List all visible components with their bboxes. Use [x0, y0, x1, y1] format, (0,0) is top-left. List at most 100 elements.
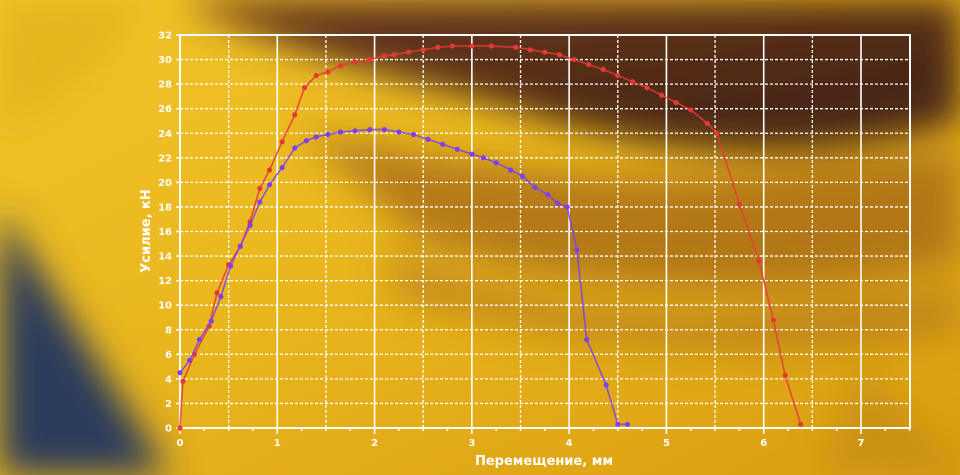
data-point — [714, 130, 720, 136]
data-point — [292, 145, 298, 151]
data-point — [454, 146, 460, 152]
data-point — [615, 421, 621, 427]
data-point — [196, 336, 203, 343]
data-point — [279, 165, 285, 171]
data-point — [574, 247, 580, 253]
x-tick-label: 1 — [274, 438, 281, 449]
data-point — [624, 421, 631, 427]
y-tick-label: 24 — [158, 129, 172, 140]
data-point — [292, 112, 298, 118]
axes — [176, 34, 911, 434]
data-point — [325, 69, 331, 75]
y-tick-label: 14 — [158, 252, 172, 263]
grid — [180, 34, 910, 428]
data-point — [658, 92, 665, 98]
x-tick-label: 5 — [663, 438, 670, 449]
data-point — [247, 222, 253, 228]
y-tick-label: 20 — [158, 178, 172, 189]
y-axis-label: Усилие, кН — [139, 189, 154, 272]
data-point — [381, 126, 387, 133]
data-point — [449, 43, 455, 49]
data-point — [603, 382, 609, 388]
data-point — [337, 63, 344, 69]
x-tick-label: 3 — [468, 438, 475, 449]
data-point — [420, 47, 426, 53]
y-tick-label: 18 — [158, 202, 172, 213]
data-point — [352, 59, 358, 65]
data-point — [218, 293, 224, 300]
data-point — [644, 85, 650, 91]
data-point — [381, 53, 387, 59]
data-point — [584, 336, 590, 343]
data-point — [425, 136, 431, 142]
data-point — [480, 155, 487, 161]
data-point — [257, 185, 263, 192]
series-2 — [177, 126, 631, 427]
y-tick-label: 6 — [165, 350, 172, 361]
data-point — [180, 378, 186, 384]
y-tick-label: 30 — [158, 55, 172, 66]
data-point — [266, 167, 273, 173]
data-point — [257, 199, 263, 205]
y-tick-label: 4 — [165, 374, 172, 385]
x-tick-label: 2 — [371, 438, 378, 449]
data-point — [469, 43, 475, 49]
data-point — [187, 357, 193, 364]
data-point — [542, 49, 548, 55]
series-1 — [177, 43, 804, 431]
y-tick-label: 2 — [165, 399, 172, 410]
data-point — [756, 258, 762, 264]
y-tick-label: 10 — [158, 301, 172, 312]
x-axis-label: Перемещение, мм — [475, 454, 613, 469]
data-point — [571, 56, 577, 63]
series-line — [179, 128, 628, 426]
y-tick-label: 0 — [165, 424, 172, 435]
data-point — [227, 263, 234, 269]
data-point — [798, 421, 804, 427]
data-point — [301, 85, 308, 91]
data-point — [325, 131, 331, 138]
data-point — [406, 49, 412, 55]
data-point — [303, 138, 310, 144]
plot-frame — [179, 34, 911, 429]
data-point — [600, 66, 606, 72]
data-point — [469, 151, 475, 157]
x-tick-label: 6 — [760, 438, 767, 449]
data-point — [367, 126, 373, 133]
y-tick-label: 16 — [158, 227, 172, 238]
data-point — [532, 184, 538, 190]
data-point — [770, 317, 777, 323]
data-point — [313, 72, 319, 79]
data-point — [208, 318, 214, 324]
data-point — [493, 160, 499, 166]
data-point — [352, 128, 358, 134]
data-point — [554, 200, 561, 206]
data-point — [214, 290, 220, 296]
data-point — [266, 182, 273, 188]
data-point — [435, 44, 441, 50]
data-point — [513, 44, 519, 50]
data-point — [237, 243, 243, 249]
data-point — [313, 134, 319, 140]
data-point — [688, 107, 694, 113]
x-tick-label: 0 — [177, 438, 184, 449]
y-tick-label: 32 — [158, 31, 172, 42]
data-point — [527, 47, 533, 53]
series-line — [179, 45, 802, 429]
data-point — [508, 167, 514, 173]
data-point — [396, 129, 402, 135]
data-point — [488, 43, 494, 49]
data-point — [367, 56, 373, 63]
data-point — [177, 370, 183, 376]
data-point — [391, 52, 397, 58]
y-tick-label: 22 — [158, 153, 172, 164]
data-point — [782, 372, 788, 378]
data-point — [564, 204, 570, 210]
data-point — [736, 201, 742, 208]
data-point — [556, 52, 563, 58]
data-point — [629, 79, 635, 85]
